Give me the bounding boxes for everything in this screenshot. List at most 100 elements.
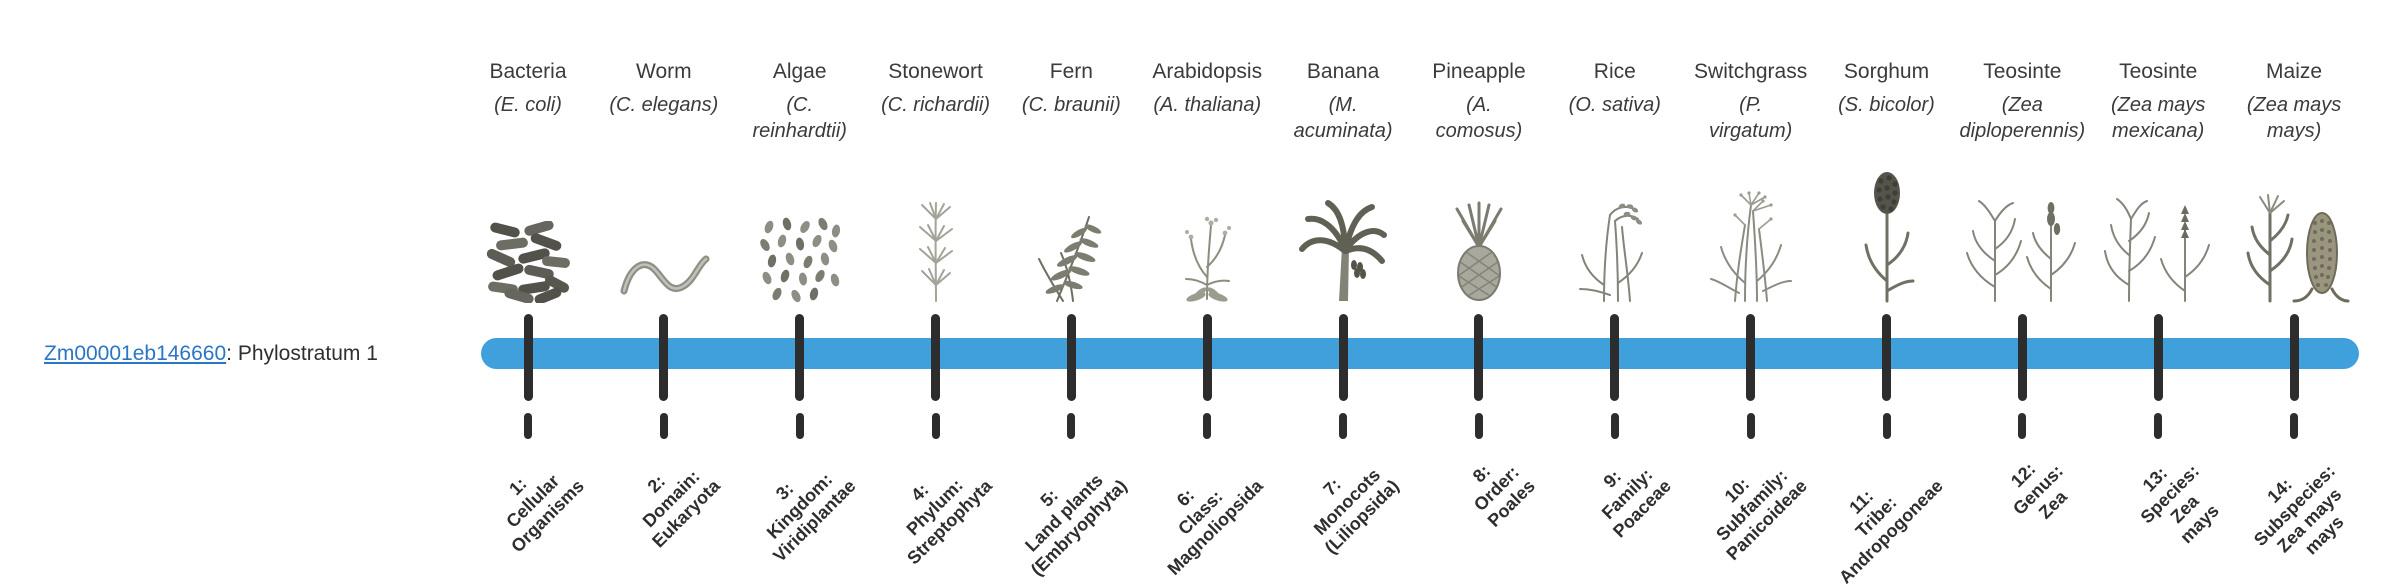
organism-name: Fern	[1049, 60, 1093, 83]
organism-scientific-name: (C. richardii)	[881, 94, 990, 116]
gene-id-link[interactable]: Zm00001eb146660	[44, 341, 227, 365]
phylostratum-column: Fern (C. braunii) 5: Land plants (Embryop…	[1003, 0, 1139, 580]
phylostratum-label: 12: Genus: Zea	[2007, 458, 2072, 523]
phylostratum-label: 11: Tribe: Andropogoneae	[1834, 475, 1947, 588]
timeline-tick	[1610, 314, 1620, 401]
worm-icon	[570, 150, 758, 303]
timeline-tick	[659, 314, 669, 401]
organism-scientific-name: (A. comosus)	[1435, 94, 1523, 142]
organism-name: Pineapple	[1432, 60, 1526, 83]
phylostratum-label: 2: Domain: Eukaryota	[638, 466, 724, 552]
timeline-subtick	[2018, 413, 2027, 439]
organism-scientific-name: (C. elegans)	[609, 94, 719, 116]
timeline-subtick	[1203, 413, 1212, 439]
phylostratum-column: Rice (O. sativa) 9: Family: Poaceae	[1547, 0, 1683, 580]
timeline-tick	[1746, 314, 1756, 401]
organism-name: Algae	[772, 60, 827, 83]
timeline-subtick	[795, 413, 804, 439]
organism-scientific-name: (Zea mays mays)	[2246, 94, 2342, 142]
organism-name: Stonewort	[888, 60, 983, 83]
timeline-bar	[481, 338, 2359, 369]
organism-name: Maize	[2266, 60, 2323, 83]
timeline-tick	[1202, 314, 1212, 401]
timeline-tick	[795, 314, 805, 401]
rice-icon	[1521, 150, 1709, 303]
organism-scientific-name: (C. reinhardtii)	[752, 94, 847, 142]
arabidopsis-icon	[1113, 150, 1301, 303]
organism-scientific-name: (Zea mays mexicana)	[2110, 94, 2206, 142]
timeline-subtick	[2290, 413, 2299, 439]
phylostratum-column: Switchgrass (P. virgatum) 10: Subfamily: …	[1683, 0, 1819, 580]
bacteria-icon	[434, 150, 622, 303]
organism-scientific-name: (M. acuminata)	[1293, 94, 1393, 142]
phylostratum-column: Teosinte (Zea diploperennis) 12: Genus: Z…	[1954, 0, 2090, 580]
phylostratum-column: Worm (C. elegans) 2: Domain: Eukaryota	[596, 0, 732, 580]
timeline-subtick	[931, 413, 940, 439]
organism-name: Bacteria	[489, 60, 567, 83]
organism-name: Banana	[1306, 60, 1380, 83]
timeline-subtick	[659, 413, 668, 439]
organism-scientific-name: (S. bicolor)	[1838, 94, 1935, 116]
timeline-subtick	[1746, 413, 1755, 439]
phylostratum-text: : Phylostratum 1	[226, 341, 378, 365]
phylostratum-label: 3: Kingdom: Viridiplantae	[762, 469, 860, 566]
phylostratum-column: Arabidopsis (A. thaliana) 6: Class: Magno…	[1139, 0, 1275, 580]
phylostratum-column: Banana (M. acuminata) 7: Monocots (Liliop…	[1275, 0, 1411, 580]
phylostratum-column: Teosinte (Zea mays mexicana) 13: Species:…	[2090, 0, 2226, 580]
phylostratum-label: 4: Phylum: Streptophyta	[902, 474, 996, 569]
timeline-tick	[2153, 314, 2163, 401]
phylostratum-label: 10: Subfamily: Panicoideae	[1711, 465, 1811, 565]
organism-scientific-name: (Zea diploperennis)	[1959, 94, 2086, 142]
timeline-tick	[2289, 314, 2299, 401]
phylostratum-label: 9: Family: Poaceae	[1597, 464, 1675, 542]
phylostratum-column: Pineapple (A. comosus) 8: Order: Poales	[1411, 0, 1547, 580]
timeline-subtick	[1882, 413, 1891, 439]
organism-scientific-name: (C. braunii)	[1021, 94, 1121, 116]
phylostratum-label: 14: Subspecies: Zea mays mays	[2249, 460, 2348, 559]
organism-name: Rice	[1593, 60, 1636, 83]
fern-icon	[977, 150, 1165, 303]
phylostratum-label: 13: Species: Zea mays	[2136, 460, 2223, 548]
timeline-subtick	[1610, 413, 1619, 439]
timeline-tick	[523, 314, 533, 401]
phylostratum-label: 8: Order: Poales	[1468, 460, 1539, 531]
timeline-subtick	[2154, 413, 2163, 439]
pineapple-icon	[1385, 150, 1573, 303]
phylostratum-label: 5: Land plants (Embryophyta)	[1021, 470, 1132, 580]
phylostratum-column: Maize (Zea mays mays) 14: Subspecies: Zea…	[2226, 0, 2362, 580]
phylostratum-label: 1: Cellular Organisms	[502, 470, 588, 557]
organism-name: Teosinte	[2119, 60, 2198, 83]
banana-icon	[1249, 150, 1437, 303]
teosinte-mexicana-icon	[2064, 150, 2252, 303]
organism-name: Arabidopsis	[1152, 60, 1263, 83]
timeline-tick	[2017, 314, 2027, 401]
phylostratum-label: 6: Class: Magnoliopsida	[1163, 475, 1268, 579]
phylostratum-column: Stonewort (C. richardii) 4: Phylum: Strep…	[868, 0, 1004, 580]
organism-scientific-name: (O. sativa)	[1568, 94, 1661, 116]
organism-name: Worm	[636, 60, 692, 83]
stonewort-icon	[842, 150, 1030, 303]
timeline-tick	[1882, 314, 1891, 401]
organism-name: Sorghum	[1843, 60, 1930, 83]
switchgrass-icon	[1657, 150, 1845, 303]
organism-scientific-name: (P. virgatum)	[1708, 94, 1793, 142]
sorghum-icon	[1793, 150, 1981, 303]
timeline-subtick	[1067, 413, 1076, 439]
timeline-subtick	[524, 413, 532, 439]
timeline-tick	[1338, 314, 1348, 401]
phylostratum-column: Algae (C. reinhardtii) 3: Kingdom: Viridi…	[732, 0, 868, 580]
phylostratum-column: Bacteria (E. coli) 1: Cellular Organisms	[460, 0, 596, 580]
organism-name: Switchgrass	[1694, 60, 1808, 83]
maize-icon	[2200, 150, 2388, 303]
timeline-tick	[1474, 314, 1484, 401]
organism-name: Teosinte	[1983, 60, 2062, 83]
timeline-subtick	[1339, 413, 1348, 439]
organism-scientific-name: (A. thaliana)	[1153, 94, 1262, 116]
phylostratum-column: Sorghum (S. bicolor) 11: Tribe: Andropogo…	[1819, 0, 1955, 587]
teosinte-diploperennis-icon	[1928, 150, 2116, 303]
timeline-tick	[931, 314, 941, 401]
phylostratum-label: 7: Monocots (Liliopsida)	[1309, 464, 1403, 558]
algae-icon	[706, 150, 894, 303]
